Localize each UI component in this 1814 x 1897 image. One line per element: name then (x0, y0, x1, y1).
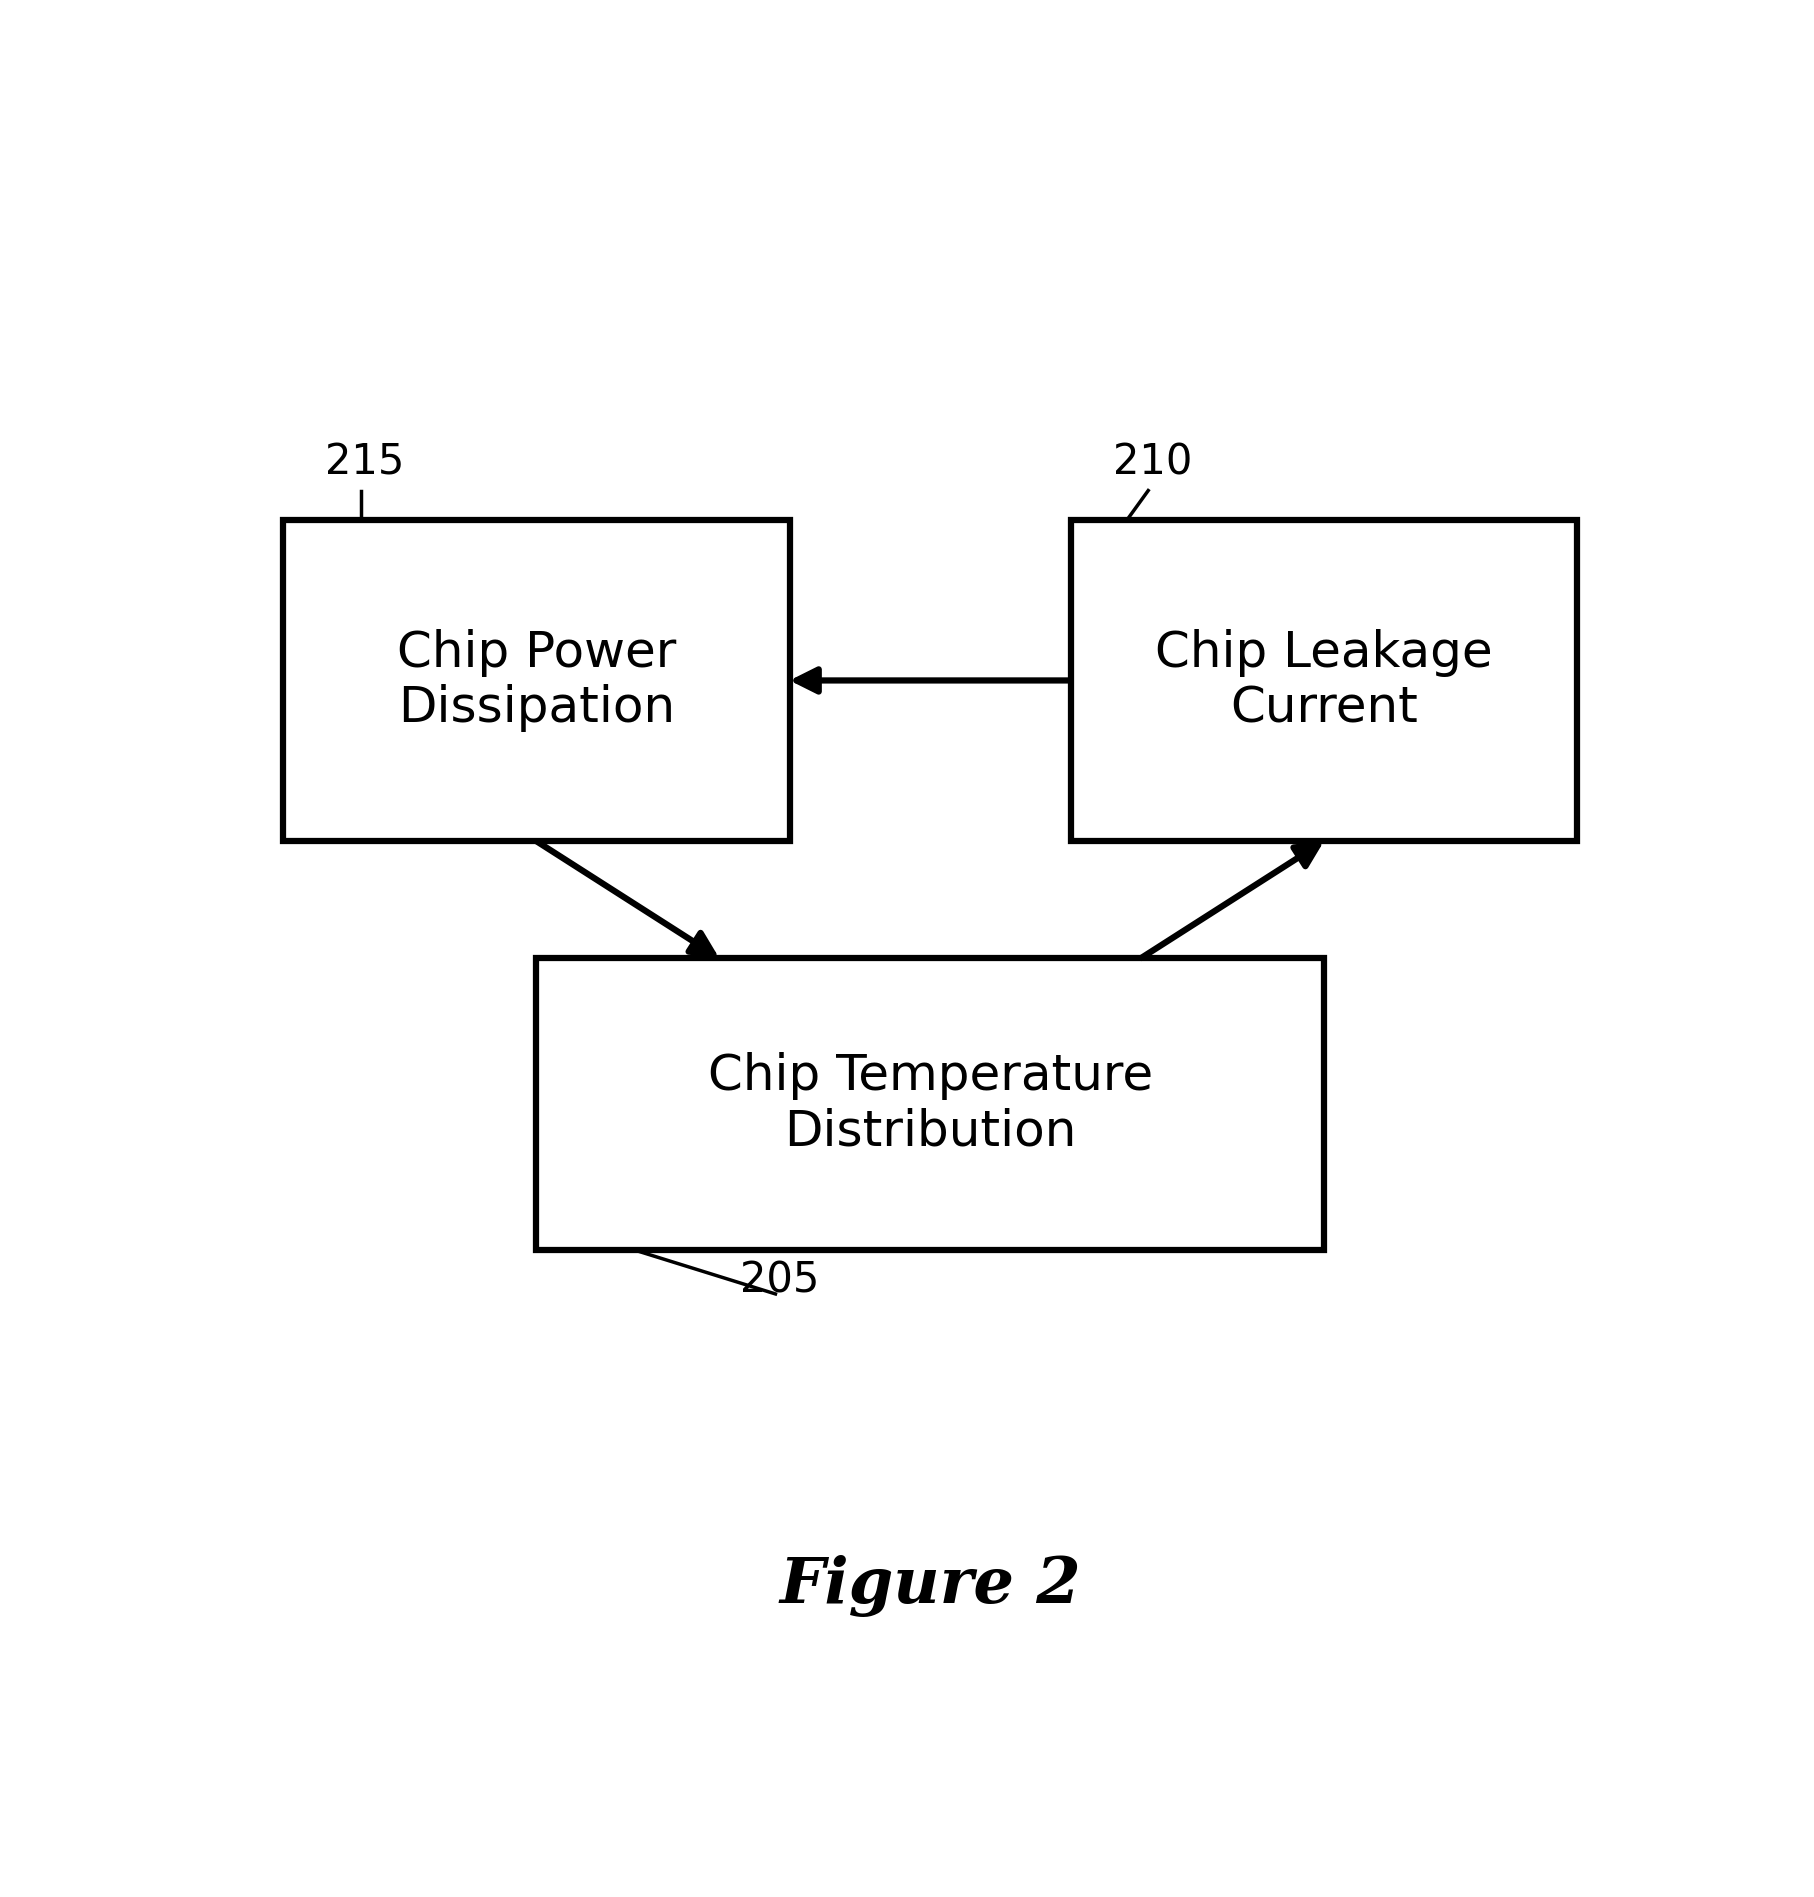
Text: Chip Power
Dissipation: Chip Power Dissipation (397, 628, 675, 732)
Text: 205: 205 (740, 1260, 820, 1301)
Text: Figure 2: Figure 2 (778, 1556, 1081, 1616)
Bar (537, 958, 1322, 1250)
Bar (283, 520, 789, 840)
Text: 210: 210 (1112, 442, 1192, 484)
Text: 215: 215 (325, 442, 405, 484)
Text: Chip Leakage
Current: Chip Leakage Current (1154, 628, 1493, 732)
Bar (1070, 520, 1576, 840)
Text: Chip Temperature
Distribution: Chip Temperature Distribution (707, 1053, 1152, 1155)
